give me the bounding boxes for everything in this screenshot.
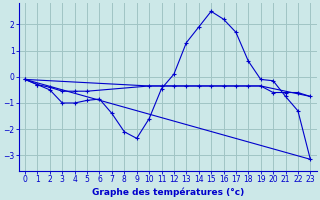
X-axis label: Graphe des températures (°c): Graphe des températures (°c): [92, 187, 244, 197]
